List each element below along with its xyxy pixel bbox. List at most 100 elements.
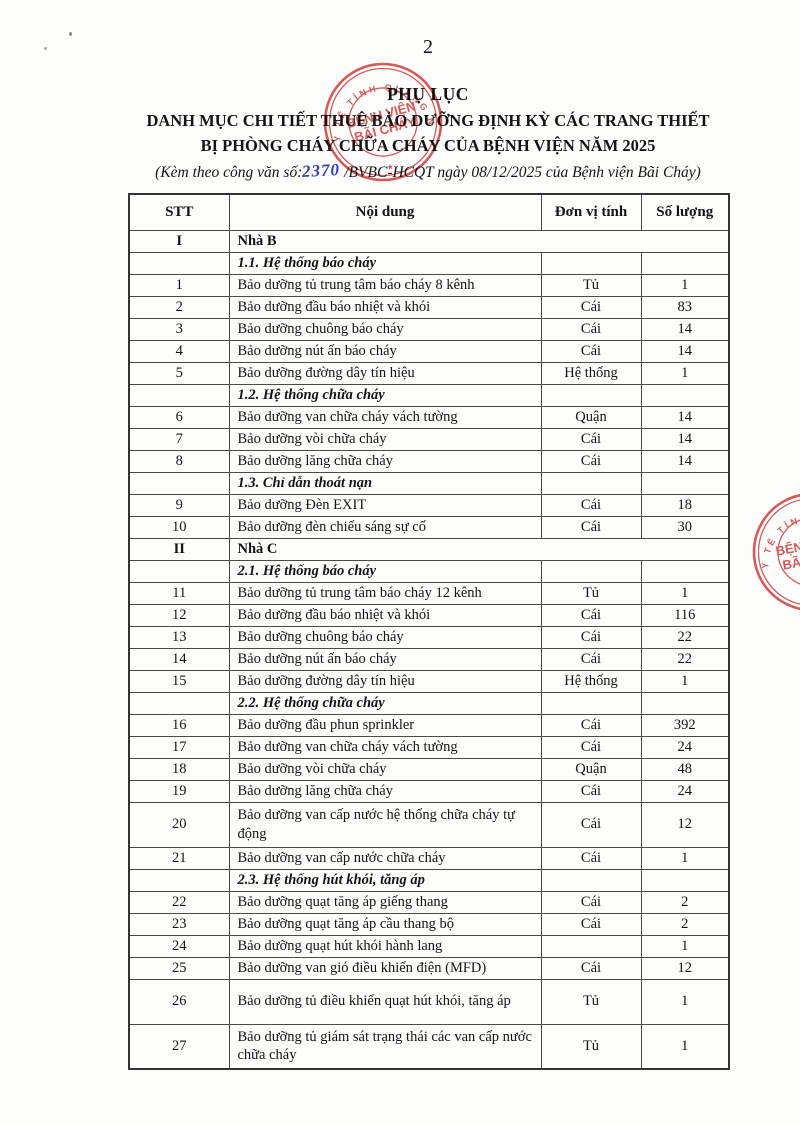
row-qty — [640, 251, 730, 275]
row-stt — [128, 251, 230, 275]
table-row: 12 Bảo dưỡng đầu báo nhiệt và khói Cái 116 — [128, 603, 730, 627]
subsection-row: 2.1. Hệ thống báo cháy — [128, 559, 730, 583]
row-unit: Cái — [540, 625, 642, 649]
table-row: 5 Bảo dưỡng đường dây tín hiệu Hệ thống 1 — [128, 361, 730, 385]
row-unit: Quận — [540, 405, 642, 429]
row-qty: 1 — [640, 361, 730, 385]
row-qty: 14 — [640, 427, 730, 451]
row-stt: 22 — [128, 890, 230, 914]
document-title-line1: DANH MỤC CHI TIẾT THUÊ BẢO DƯỠNG ĐỊNH KỲ… — [146, 111, 710, 130]
table-row: 1 Bảo dưỡng tủ trung tâm báo cháy 8 kênh T… — [128, 273, 730, 297]
row-content: Bảo dưỡng vòi chữa cháy — [228, 427, 542, 451]
row-stt — [128, 383, 230, 407]
row-unit: Cái — [540, 890, 642, 914]
row-qty — [640, 559, 730, 583]
row-qty — [640, 471, 730, 495]
row-content: 2.3. Hệ thống hút khói, tăng áp — [228, 868, 542, 892]
reference-line: (Kèm theo công văn số:2370 /BVBC-HCQT ng… — [58, 160, 798, 182]
row-stt: 20 — [128, 801, 230, 848]
row-qty: 392 — [640, 713, 730, 737]
table-row: 6 Bảo dưỡng van chữa cháy vách tường Quận 1… — [128, 405, 730, 429]
row-content: 1.3. Chỉ dẫn thoát nạn — [228, 471, 542, 495]
row-unit: Cái — [540, 515, 642, 539]
row-content: Nhà C — [228, 537, 730, 561]
maintenance-table: STT Nội dung Đơn vị tính Số lượng I Nhà B… — [128, 193, 730, 1070]
row-content: Bảo dưỡng tủ điều khiển quạt hút khói, t… — [228, 978, 542, 1025]
header-noi-dung: Nội dung — [228, 193, 542, 231]
row-qty: 12 — [640, 801, 730, 848]
row-qty: 83 — [640, 295, 730, 319]
row-stt: 6 — [128, 405, 230, 429]
document-title-line2: BỊ PHÒNG CHÁY CHỮA CHÁY CỦA BỆNH VIỆN NĂ… — [200, 136, 656, 155]
row-unit — [540, 868, 642, 892]
row-content: Bảo dưỡng quạt tăng áp cầu thang bộ — [228, 912, 542, 936]
row-stt: 17 — [128, 735, 230, 759]
table-row: 2 Bảo dưỡng đầu báo nhiệt và khói Cái 83 — [128, 295, 730, 319]
row-qty: 12 — [640, 956, 730, 980]
section-row: I Nhà B — [128, 229, 730, 253]
row-qty: 24 — [640, 779, 730, 803]
row-unit: Cái — [540, 801, 642, 848]
table-row: 10 Bảo dưỡng đèn chiếu sáng sự cố Cái 30 — [128, 515, 730, 539]
appendix-title: PHỤ LỤC — [387, 84, 469, 104]
row-content: Bảo dưỡng van cấp nước hệ thống chữa chá… — [228, 801, 542, 848]
row-unit — [540, 691, 642, 715]
row-unit: Cái — [540, 339, 642, 363]
row-content: Bảo dưỡng tủ giám sát trạng thái các van… — [228, 1023, 542, 1070]
row-content: Bảo dưỡng đường dây tín hiệu — [228, 361, 542, 385]
row-stt: 8 — [128, 449, 230, 473]
row-stt: 10 — [128, 515, 230, 539]
table-row: 16 Bảo dưỡng đầu phun sprinkler Cái 392 — [128, 713, 730, 737]
row-unit: Cái — [540, 295, 642, 319]
table-row: 23 Bảo dưỡng quạt tăng áp cầu thang bộ Cái… — [128, 912, 730, 936]
row-stt: 16 — [128, 713, 230, 737]
row-content: Bảo dưỡng quạt hút khói hành lang — [228, 934, 542, 958]
row-unit: Cái — [540, 427, 642, 451]
row-content: Nhà B — [228, 229, 730, 253]
subsection-row: 1.3. Chỉ dẫn thoát nạn — [128, 471, 730, 495]
header-so-luong: Số lượng — [640, 193, 730, 231]
row-content: Bảo dưỡng tủ trung tâm báo cháy 12 kênh — [228, 581, 542, 605]
row-qty: 1 — [640, 1023, 730, 1070]
table-row: 18 Bảo dưỡng vòi chữa cháy Quận 48 — [128, 757, 730, 781]
row-stt: 1 — [128, 273, 230, 297]
header-don-vi-tinh: Đơn vị tính — [540, 193, 642, 231]
row-stt: 26 — [128, 978, 230, 1025]
row-content: 1.1. Hệ thống báo cháy — [228, 251, 542, 275]
row-content: Bảo dưỡng nút ấn báo cháy — [228, 647, 542, 671]
table-row: 27 Bảo dưỡng tủ giám sát trạng thái các v… — [128, 1023, 730, 1070]
row-stt: I — [128, 229, 230, 253]
row-stt — [128, 868, 230, 892]
scan-speckle — [69, 32, 72, 36]
subsection-row: 2.2. Hệ thống chữa cháy — [128, 691, 730, 715]
row-qty: 1 — [640, 978, 730, 1025]
page-number: 2 — [423, 36, 433, 58]
subsection-row: 2.3. Hệ thống hút khói, tăng áp — [128, 868, 730, 892]
row-unit — [540, 559, 642, 583]
row-stt: 9 — [128, 493, 230, 517]
row-content: Bảo dưỡng van cấp nước chữa cháy — [228, 846, 542, 870]
row-qty: 1 — [640, 934, 730, 958]
row-stt: 7 — [128, 427, 230, 451]
row-unit: Cái — [540, 846, 642, 870]
reference-prefix: (Kèm theo công văn số: — [155, 164, 303, 181]
subsection-row: 1.1. Hệ thống báo cháy — [128, 251, 730, 275]
row-content: Bảo dưỡng đèn chiếu sáng sự cố — [228, 515, 542, 539]
row-stt: 3 — [128, 317, 230, 341]
row-content: Bảo dưỡng van chữa cháy vách tường — [228, 735, 542, 759]
table-row: 14 Bảo dưỡng nút ấn báo cháy Cái 22 — [128, 647, 730, 671]
table-row: 4 Bảo dưỡng nút ấn báo cháy Cái 14 — [128, 339, 730, 363]
reference-suffix: /BVBC-HCQT ngày 08/12/2025 của Bệnh viện… — [344, 164, 701, 181]
row-content: Bảo dưỡng đầu báo nhiệt và khói — [228, 295, 542, 319]
row-unit: Tủ — [540, 1023, 642, 1070]
header-stt: STT — [128, 193, 230, 231]
table-header-row: STT Nội dung Đơn vị tính Số lượng — [128, 193, 730, 231]
row-unit — [540, 934, 642, 958]
row-unit: Cái — [540, 449, 642, 473]
row-qty: 2 — [640, 890, 730, 914]
row-unit: Hệ thống — [540, 361, 642, 385]
row-stt: 25 — [128, 956, 230, 980]
row-unit: Quận — [540, 757, 642, 781]
row-unit: Hệ thống — [540, 669, 642, 693]
